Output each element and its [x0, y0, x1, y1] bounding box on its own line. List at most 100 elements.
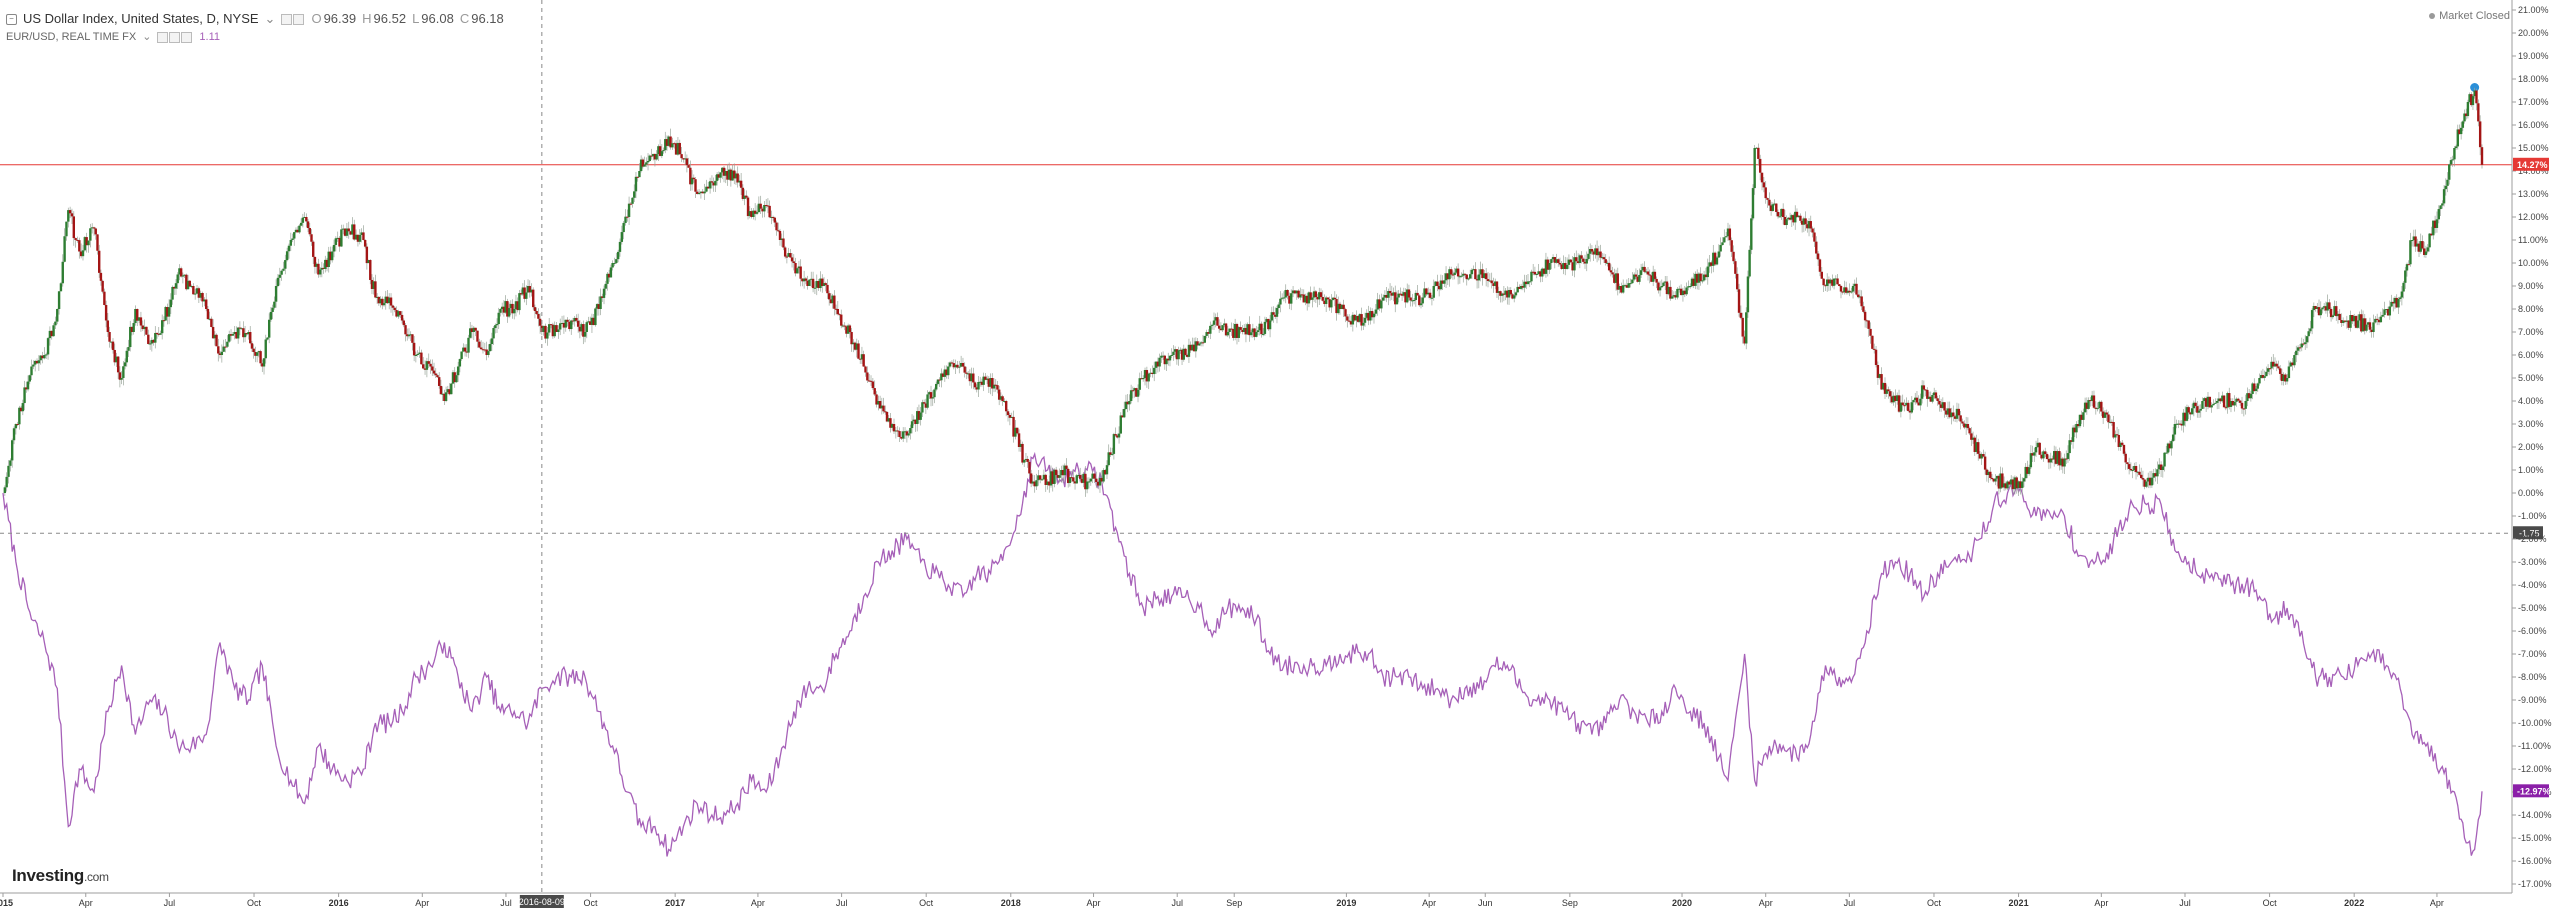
candle-body	[1927, 396, 1931, 399]
candle-body	[592, 317, 595, 326]
candle-body	[1258, 323, 1261, 331]
candle-body	[1583, 261, 1587, 264]
candle-body	[721, 167, 724, 173]
candle-body	[746, 197, 750, 217]
candle-body	[2145, 481, 2148, 487]
candle-body	[1533, 271, 1537, 275]
candle-body	[860, 354, 864, 360]
candle-body	[1035, 480, 1038, 487]
candle-body	[1194, 341, 1198, 352]
candle-body	[193, 293, 197, 295]
compare-settings-icon[interactable]	[157, 31, 169, 43]
time-axis[interactable]: 2015AprJulOct2016AprJulOct2017AprJulOct2…	[0, 893, 2444, 908]
legend-compare-menu-icon[interactable]: ⌄	[142, 31, 152, 43]
x-tick-label: 2018	[1001, 898, 1021, 908]
candle-body	[752, 210, 755, 217]
candle-body	[303, 217, 306, 218]
candle-body	[1614, 273, 1618, 283]
candle-body	[1565, 264, 1569, 269]
candle-body	[1712, 252, 1715, 266]
candle-body	[987, 378, 991, 387]
candle-body	[259, 351, 262, 364]
candle-body	[1367, 312, 1370, 321]
candle-body	[455, 375, 458, 383]
candle-body	[2194, 402, 2197, 407]
candle-body	[1531, 271, 1535, 273]
candle-body	[2197, 410, 2201, 413]
settings-icon[interactable]	[281, 14, 293, 26]
candle-body	[2040, 454, 2043, 459]
candle-body	[1926, 389, 1929, 399]
candle-body	[1602, 257, 1606, 260]
candle-body	[312, 241, 315, 257]
candle-body	[1233, 323, 1237, 338]
candle-body	[1239, 327, 1242, 330]
candle-body	[238, 327, 242, 329]
legend-menu-icon[interactable]: ⌄	[264, 11, 276, 26]
candle-body	[1051, 471, 1054, 484]
candle-body	[479, 347, 483, 350]
candle-body	[3, 487, 7, 493]
collapse-icon[interactable]: −	[6, 13, 17, 25]
candle-body	[1412, 299, 1416, 301]
y-tick-label: 8.00%	[2518, 304, 2544, 314]
candle-body	[867, 380, 871, 382]
candle-body	[2351, 315, 2354, 322]
candle-body	[360, 232, 363, 235]
candle-body	[2224, 407, 2228, 409]
candle-body	[2159, 464, 2163, 470]
candle-body	[2177, 423, 2180, 425]
candle-body	[1216, 317, 1219, 326]
candle-body	[330, 251, 334, 261]
candle-body	[393, 307, 396, 311]
candle-body	[2242, 408, 2246, 410]
candle-body	[1537, 271, 1540, 274]
candle-body	[1058, 475, 1061, 478]
candle-body	[7, 465, 10, 477]
candle-body	[2231, 401, 2235, 406]
candle-body	[1706, 266, 1709, 278]
y-tick-label: -12.00%	[2518, 764, 2552, 774]
candle-body	[1616, 273, 1619, 290]
y-tick-label: 6.00%	[2518, 350, 2544, 360]
candle-body	[1578, 255, 1582, 263]
candle-body	[414, 355, 418, 356]
y-tick-label: -1.00%	[2518, 511, 2547, 521]
legend-compare-icons[interactable]	[157, 28, 193, 46]
candle-body	[1358, 314, 1362, 322]
candle-body	[2017, 481, 2020, 489]
candle-body	[903, 431, 907, 433]
candle-body	[1495, 281, 1499, 293]
candle-body	[2421, 241, 2424, 249]
price-axis[interactable]: 21.00%20.00%19.00%18.00%17.00%16.00%15.0…	[2512, 5, 2552, 889]
y-tick-label: 13.00%	[2518, 189, 2549, 199]
candle-body	[106, 320, 110, 332]
candle-body	[667, 136, 670, 146]
candle-body	[1963, 423, 1966, 428]
candle-body	[1468, 274, 1472, 279]
candle-body	[1760, 172, 1764, 183]
candle-body	[1119, 415, 1122, 434]
candle-body	[242, 328, 245, 338]
candle-body	[247, 332, 250, 335]
candle-body	[1878, 374, 1881, 378]
candle-body	[203, 299, 206, 302]
candle-body	[1639, 270, 1643, 275]
candle-body	[1825, 279, 1829, 286]
candle-body	[1089, 478, 1092, 482]
hide-icon[interactable]	[293, 14, 305, 26]
candle-body	[78, 240, 81, 252]
candle-body	[318, 269, 322, 275]
candle-body	[1994, 478, 1997, 482]
candle-body	[1312, 291, 1316, 298]
candle-body	[1154, 361, 1158, 368]
candle-body	[2171, 434, 2175, 442]
legend-settings-icons[interactable]	[281, 10, 305, 28]
candle-body	[817, 280, 820, 289]
compare-hide-icon[interactable]	[169, 31, 181, 43]
candle-body	[715, 174, 719, 181]
candle-body	[143, 326, 146, 330]
compare-remove-icon[interactable]	[181, 31, 193, 43]
